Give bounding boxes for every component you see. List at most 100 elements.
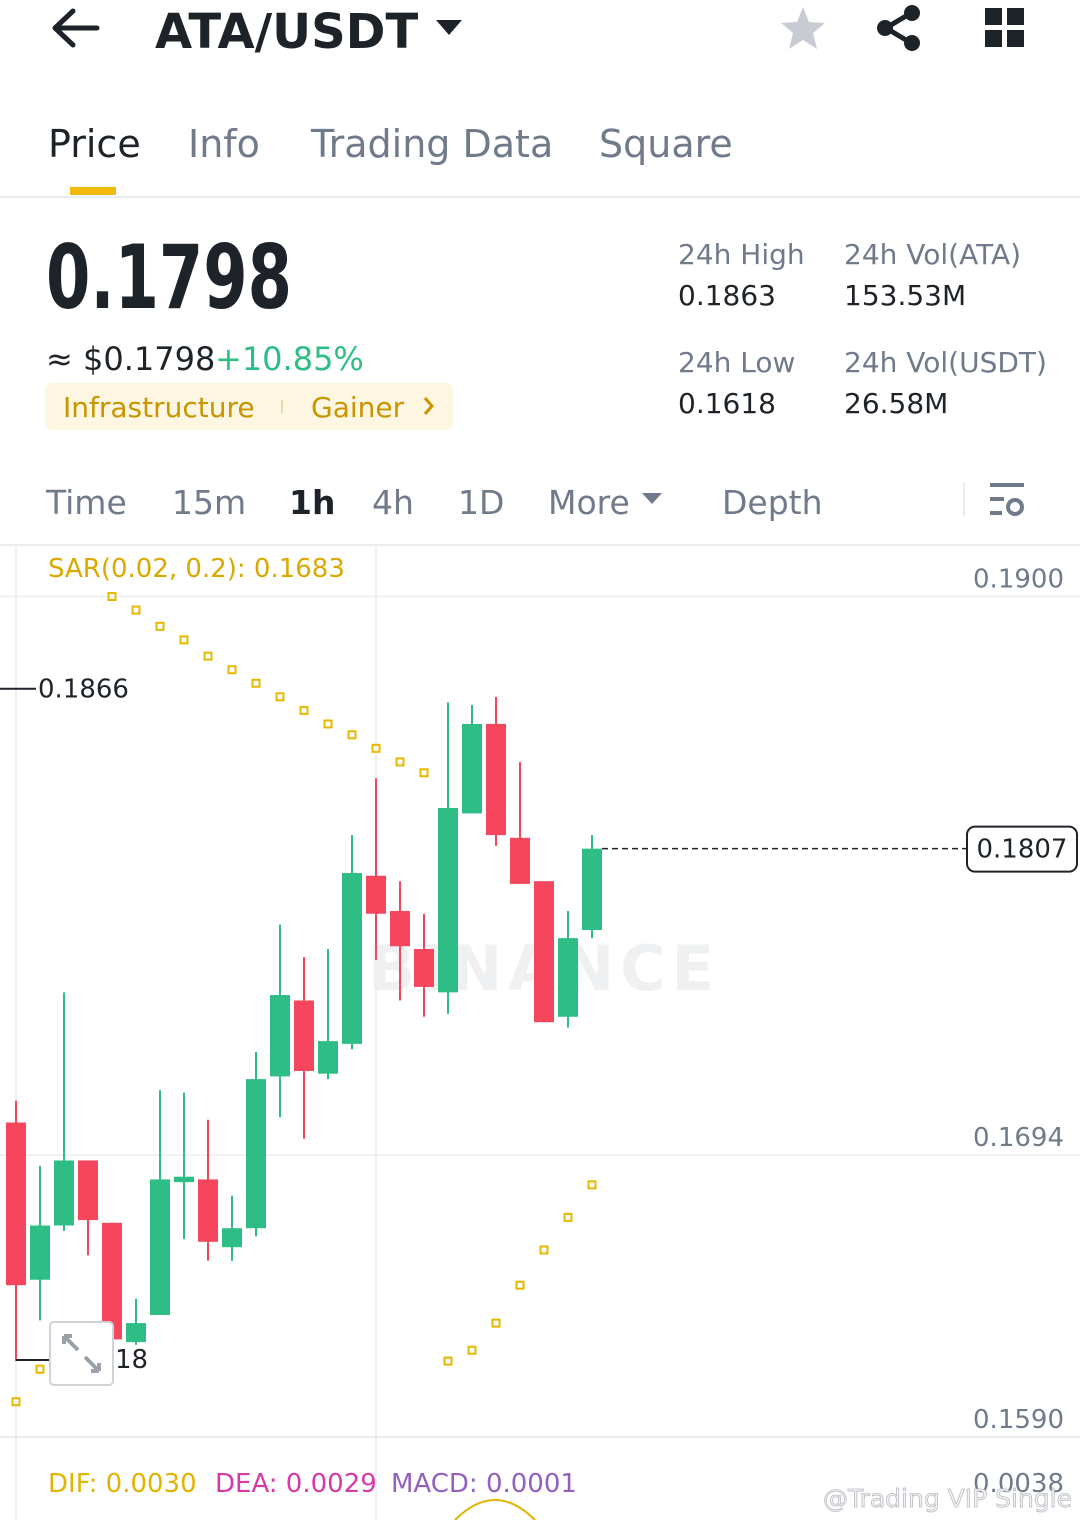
tag-bar[interactable]: [45, 383, 453, 430]
candle-body: [270, 995, 290, 1077]
fiat-price: ≈ $0.1798: [46, 340, 215, 378]
candle-body: [366, 875, 386, 914]
sar-dot: [539, 1245, 549, 1255]
last-price-label: 0.1807: [977, 835, 1068, 865]
sar-dot: [179, 635, 189, 645]
tab-indicator: [70, 187, 116, 195]
sar-dot: [107, 592, 117, 602]
stat-label: 24h Vol(USDT): [844, 346, 1047, 379]
candle-body: [30, 1225, 50, 1280]
more-dropdown[interactable]: [642, 493, 662, 504]
sar-dot: [563, 1212, 573, 1222]
sar-dot: [347, 730, 357, 740]
interval-tab[interactable]: 1D: [458, 483, 504, 522]
candle-body: [438, 807, 458, 993]
candle-body: [558, 938, 578, 1017]
interval-more[interactable]: More: [548, 483, 630, 522]
sar-dot: [131, 605, 141, 615]
favorite-button[interactable]: [781, 7, 825, 49]
interval-tab[interactable]: Time: [45, 483, 127, 522]
sar-dot: [395, 757, 405, 767]
macd-dea: DEA: 0.0029: [215, 1469, 377, 1499]
tag-chevron: [423, 397, 434, 415]
sar-dot: [155, 621, 165, 631]
sar-dot: [467, 1345, 477, 1355]
candle-body: [294, 1000, 314, 1071]
candle-body: [582, 848, 602, 930]
y-tick-label: 0.1900: [973, 565, 1064, 595]
candle-body: [150, 1179, 170, 1315]
last-price-tag: [966, 825, 1078, 873]
back-button[interactable]: [52, 8, 100, 48]
tag[interactable]: Gainer: [311, 391, 405, 424]
tag[interactable]: Infrastructure: [63, 391, 255, 424]
tab-square[interactable]: Square: [599, 122, 733, 166]
depth-tab[interactable]: Depth: [722, 483, 823, 522]
candle-body: [510, 837, 530, 884]
sar-dot: [299, 705, 309, 715]
sar-dot: [587, 1180, 597, 1190]
stat-value: 0.1863: [678, 279, 776, 312]
candle-body: [102, 1222, 122, 1340]
candle-body: [390, 911, 410, 947]
y-tick-label: 0.1590: [973, 1405, 1064, 1435]
chart-settings-button[interactable]: [990, 483, 1024, 516]
candle-body: [198, 1179, 218, 1242]
macd-axis-label: 0.0038: [973, 1469, 1064, 1499]
candle-body: [462, 723, 482, 814]
sar-dot: [203, 651, 213, 661]
interval-tab[interactable]: 1h: [289, 483, 335, 522]
macd-dif: DIF: 0.0030: [48, 1469, 197, 1499]
sar-dot: [275, 692, 285, 702]
candle-body: [246, 1079, 266, 1229]
stat-value: 153.53M: [844, 279, 966, 312]
sar-dot: [491, 1318, 501, 1328]
candle-body: [222, 1228, 242, 1248]
sar-dot: [11, 1397, 21, 1407]
price-change: +10.85%: [215, 340, 364, 378]
sar-dot: [371, 743, 381, 753]
candle-body: [78, 1160, 98, 1221]
candle-body: [126, 1323, 146, 1343]
pair-title[interactable]: ATA/USDT: [155, 4, 419, 60]
candle-body: [534, 881, 554, 1023]
sar-dot: [419, 768, 429, 778]
candle-body: [318, 1041, 338, 1074]
share-button[interactable]: [877, 5, 920, 51]
sar-dot: [323, 719, 333, 729]
sar-dot: [443, 1356, 453, 1366]
candle-body: [486, 723, 506, 836]
candle-body: [342, 873, 362, 1044]
stat-label: 24h Vol(ATA): [844, 238, 1021, 271]
tab-trading-data[interactable]: Trading Data: [310, 122, 553, 166]
macd-curve: [454, 1499, 536, 1520]
high-marker-label: 0.1866: [38, 675, 129, 705]
fullscreen-icon: [62, 1334, 101, 1373]
candle-body: [6, 1122, 26, 1286]
grid-menu-button[interactable]: [985, 8, 1024, 47]
fullscreen-button[interactable]: [49, 1321, 114, 1386]
y-tick-label: 0.1694: [973, 1123, 1064, 1153]
low-marker-label: 18: [115, 1345, 148, 1375]
tab-info[interactable]: Info: [188, 122, 260, 166]
tab-price[interactable]: Price: [48, 122, 141, 166]
sar-dot: [251, 678, 261, 688]
candle-body: [54, 1160, 74, 1226]
stat-label: 24h Low: [678, 346, 795, 379]
candle-body: [414, 948, 434, 987]
pair-dropdown[interactable]: [436, 20, 462, 35]
credit-watermark: @Trading VIP Single: [823, 1484, 1072, 1513]
macd-value: MACD: 0.0001: [391, 1469, 577, 1499]
sar-dot: [35, 1364, 45, 1374]
candle-body: [174, 1176, 194, 1183]
stat-value: 26.58M: [844, 387, 948, 420]
stat-label: 24h High: [678, 238, 805, 271]
interval-tab[interactable]: 15m: [172, 483, 246, 522]
last-price: 0.1798: [46, 226, 292, 329]
indicator-label: SAR(0.02, 0.2): 0.1683: [48, 554, 345, 584]
interval-tab[interactable]: 4h: [372, 483, 414, 522]
sar-dot: [227, 665, 237, 675]
stat-value: 0.1618: [678, 387, 776, 420]
